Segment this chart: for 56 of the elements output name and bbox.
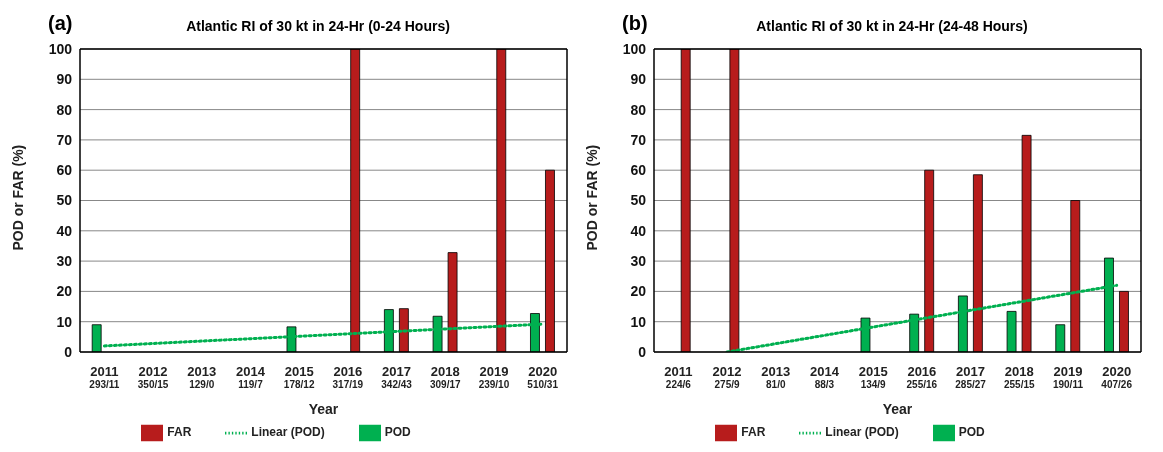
x-tick-label: 2018 255/15 (1003, 364, 1035, 390)
y-axis-title: POD or FAR (%) (583, 144, 600, 251)
legend-label: Linear (POD) (251, 425, 325, 440)
chart-title: Atlantic RI of 30 kt in 24-Hr (0-24 Hours) (186, 18, 450, 34)
y-tick-label: 10 (56, 313, 73, 330)
y-tick-label: 0 (638, 343, 647, 360)
x-tick-label: 2012 275/9 (712, 364, 742, 390)
x-tick-label: 2019 190/11 (1052, 364, 1084, 390)
y-tick-label: 70 (630, 131, 647, 148)
x-tick-label: 2013 81/0 (761, 364, 791, 390)
y-tick-label: 90 (56, 71, 73, 88)
y-tick-label: 70 (56, 131, 73, 148)
legend-label: FAR (741, 425, 766, 440)
y-tick-label: 20 (56, 283, 73, 300)
y-tick-label: 80 (630, 101, 647, 118)
x-tick-label: 2016 255/16 (906, 364, 938, 390)
y-tick-label: 100 (48, 40, 73, 57)
x-tick-label: 2020 407/26 (1101, 364, 1133, 390)
y-tick-label: 80 (56, 101, 73, 118)
x-tick-label: 2011 224/6 (664, 364, 693, 390)
chart-title: Atlantic RI of 30 kt in 24-Hr (24-48 Hours) (756, 18, 1028, 34)
text: (a) (48, 12, 73, 34)
y-tick-label: 10 (630, 313, 647, 330)
x-tick-label: 2017 285/27 (955, 364, 987, 390)
x-tick-label: 2014 88/3 (809, 364, 840, 390)
y-tick-label: 40 (630, 222, 647, 239)
y-tick-label: 60 (56, 162, 73, 179)
y-tick-label: 30 (56, 253, 73, 270)
y-tick-label: 90 (630, 71, 647, 88)
y-tick-label: 20 (630, 283, 647, 300)
legend-label: Linear (POD) (825, 425, 899, 440)
x-tick-label: 2013 129/0 (187, 364, 217, 390)
y-tick-label: 100 (622, 40, 647, 57)
y-tick-label: 50 (56, 192, 73, 209)
legend-label: FAR (167, 425, 192, 440)
x-tick-label: 2020 510/31 (527, 364, 559, 390)
x-tick-label: 2014 119/7 (235, 364, 266, 390)
y-tick-label: 40 (56, 222, 73, 239)
y-tick-label: 30 (630, 253, 647, 270)
text: (b) (622, 12, 648, 34)
x-axis-title: Year (882, 401, 913, 417)
y-tick-label: 0 (64, 343, 73, 360)
x-tick-label: 2015 178/12 (283, 364, 315, 390)
x-tick-label: 2011 293/11 (89, 364, 120, 390)
legend-label: POD (384, 425, 411, 440)
x-tick-label: 2016 317/19 (332, 364, 364, 390)
x-tick-label: 2012 350/15 (137, 364, 169, 390)
y-axis-title: POD or FAR (%) (9, 144, 26, 251)
x-tick-label: 2015 134/9 (858, 364, 888, 390)
y-tick-label: 50 (630, 192, 647, 209)
x-tick-label: 2017 342/43 (381, 364, 413, 390)
x-axis-title: Year (308, 401, 339, 417)
y-tick-label: 60 (630, 162, 647, 179)
x-tick-label: 2018 309/17 (429, 364, 461, 390)
x-tick-label: 2019 239/10 (478, 364, 510, 390)
legend-label: POD (958, 425, 985, 440)
